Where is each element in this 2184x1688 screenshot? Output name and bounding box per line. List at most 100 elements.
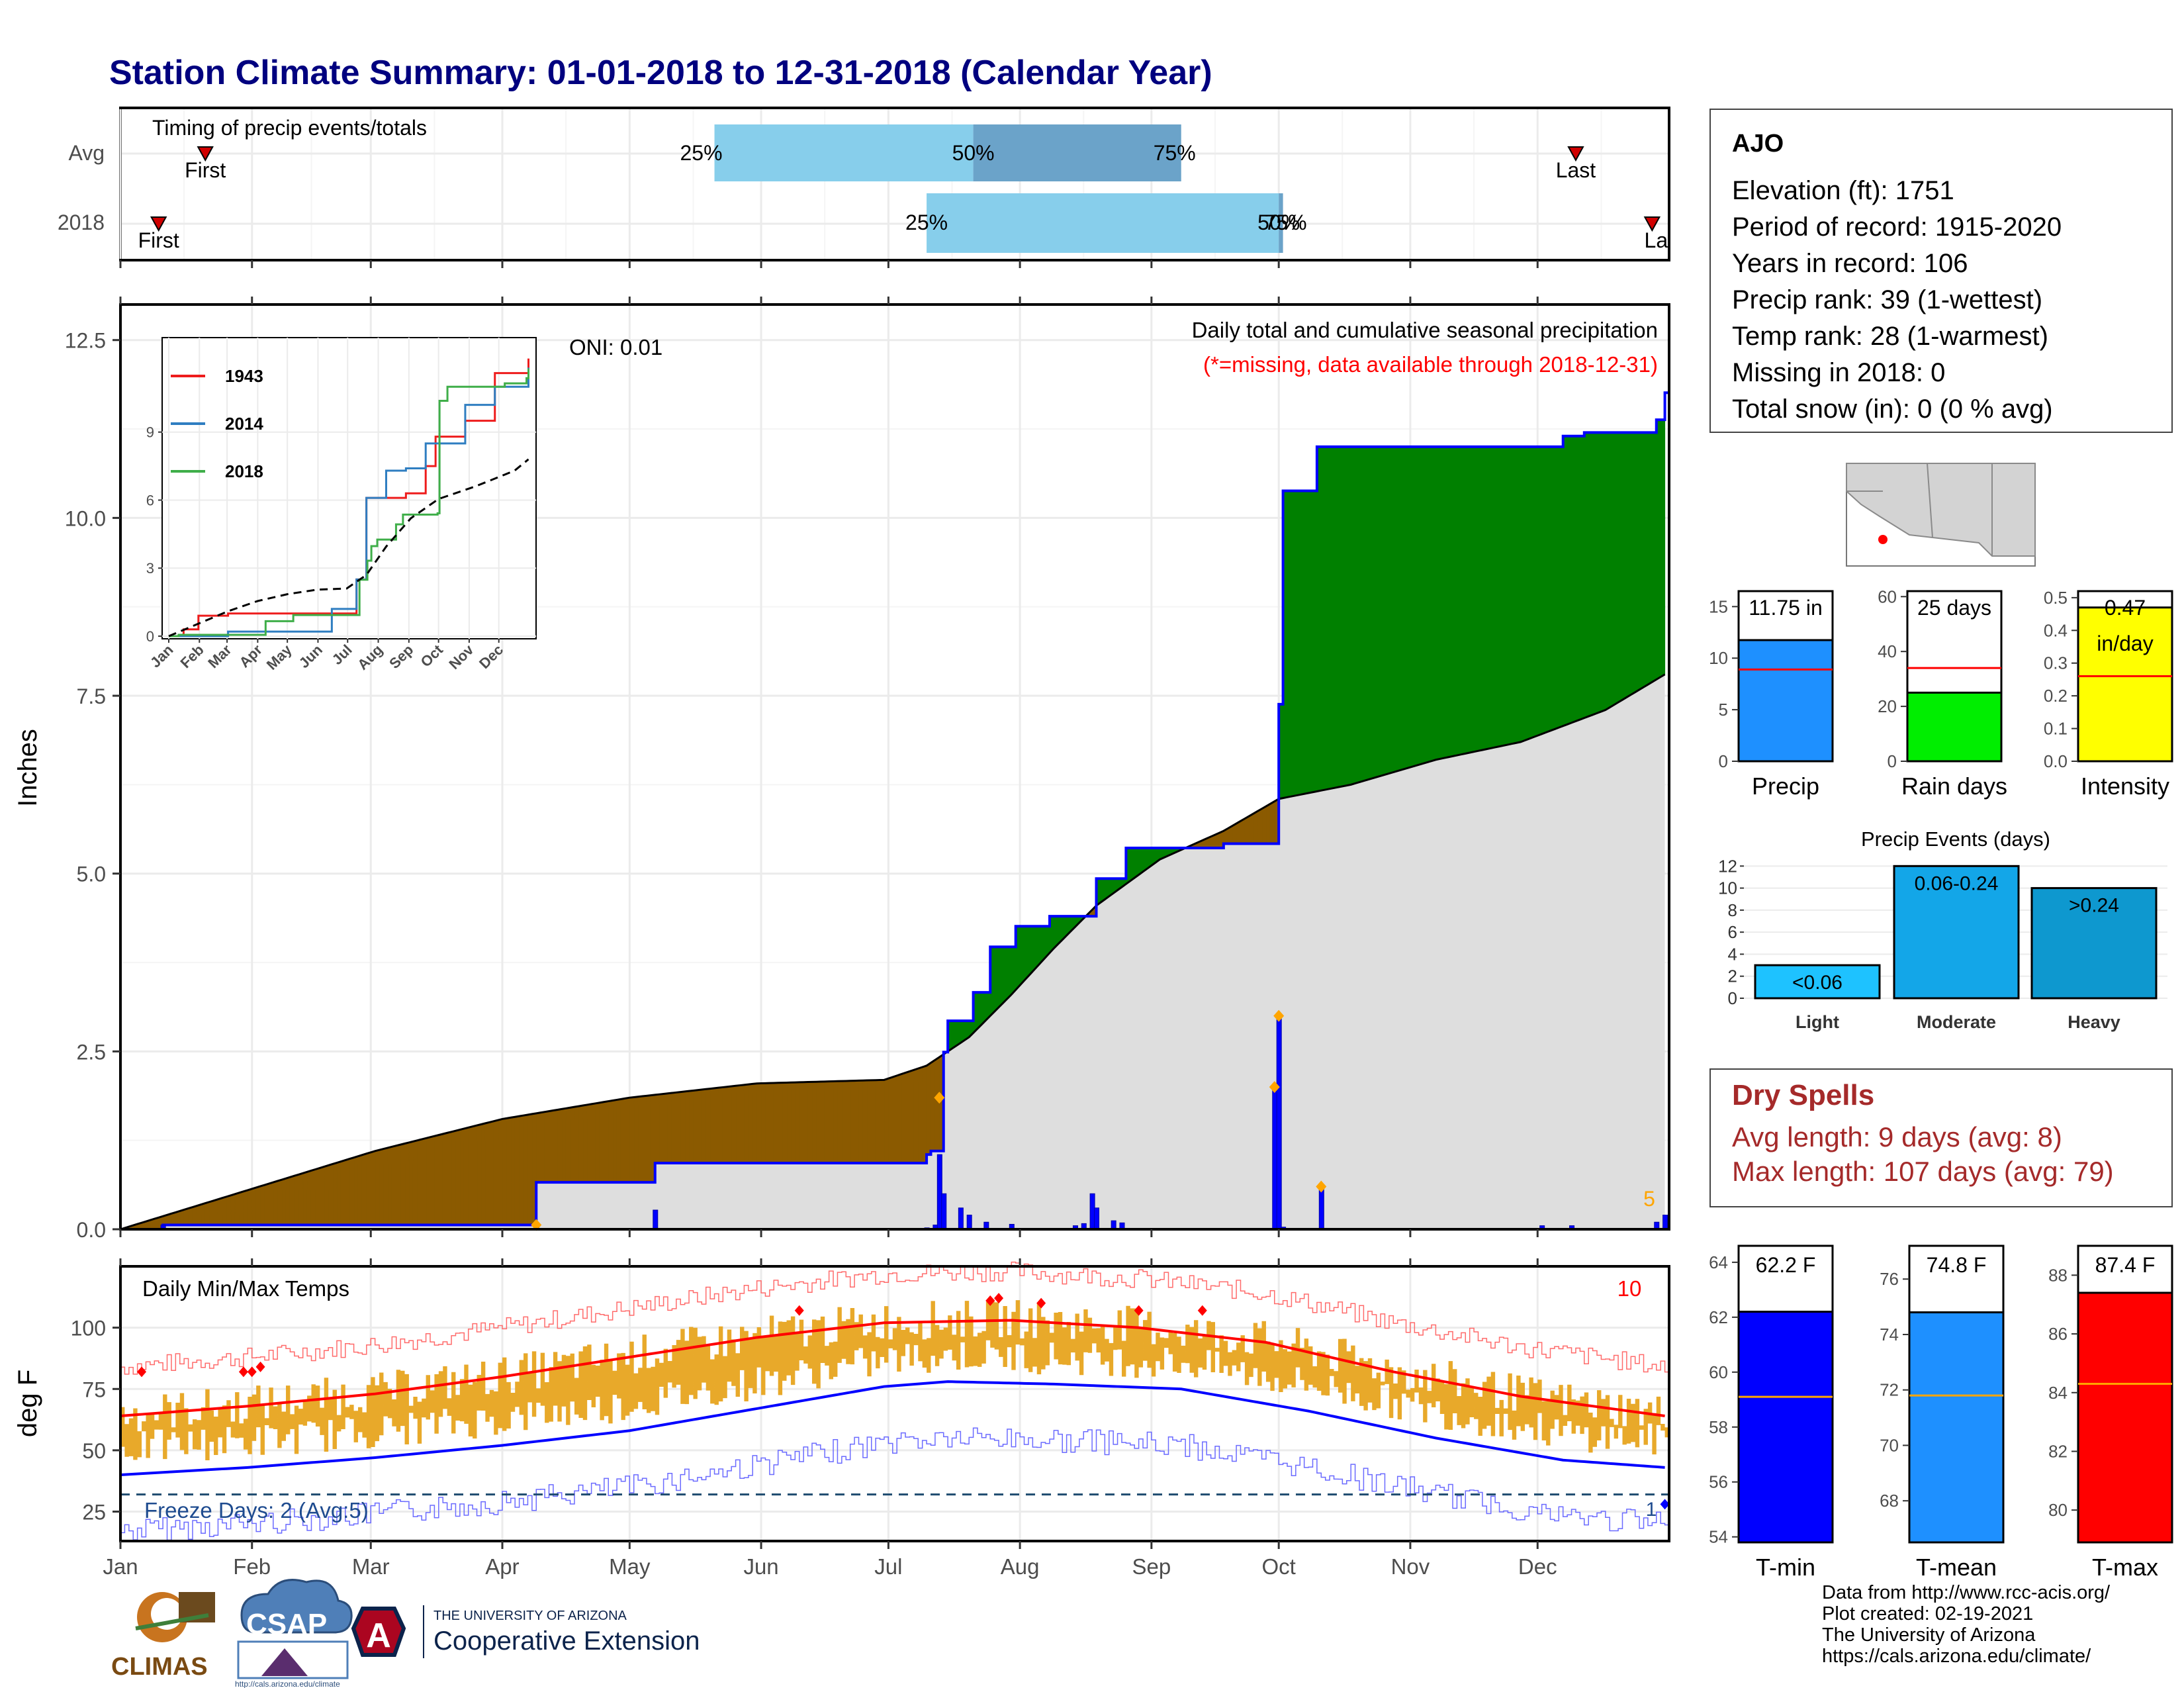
events-ytick-label: 6 bbox=[1728, 922, 1737, 942]
info-temp-rank: Temp rank: 28 (1-warmest) bbox=[1732, 322, 2048, 351]
info-precip-rank: Precip rank: 39 (1-wettest) bbox=[1732, 285, 2043, 314]
oni-label: ONI: 0.01 bbox=[569, 335, 662, 359]
svg-text:A: A bbox=[366, 1617, 391, 1655]
climas-logo-text: CLIMAS bbox=[111, 1653, 208, 1681]
inset-avg-line bbox=[168, 458, 529, 637]
event-marker bbox=[1316, 1180, 1327, 1193]
month-label: Mar bbox=[352, 1554, 390, 1579]
precip-ytick-label: 2.5 bbox=[77, 1040, 106, 1064]
record-marker bbox=[794, 1305, 804, 1316]
mini-bar-precip bbox=[1737, 639, 1834, 763]
mini-ytick-label: 15 bbox=[1709, 596, 1728, 616]
temp-label-tmean: T-mean bbox=[1916, 1554, 1997, 1581]
temp-label-tmax: T-max bbox=[2092, 1554, 2158, 1581]
station-marker bbox=[1878, 535, 1888, 544]
temp-ytick-label: 75 bbox=[82, 1378, 106, 1401]
mini-ytick-label: 0 bbox=[1888, 751, 1897, 771]
inset-ytick-label: 3 bbox=[146, 560, 154, 577]
temp-value-tmax: 87.4 F bbox=[2095, 1253, 2156, 1277]
mini-value-intensity: 0.47 bbox=[2105, 596, 2146, 620]
mini-label-precip: Precip bbox=[1752, 773, 1819, 800]
temp-bar-ytick-label: 74 bbox=[1880, 1325, 1899, 1344]
temp-bar-ytick-label: 68 bbox=[1880, 1491, 1899, 1511]
precip-ytick-label: 0.0 bbox=[77, 1218, 106, 1242]
mini-ytick-label: 0.1 bbox=[2044, 719, 2068, 739]
normal-max-line bbox=[120, 1319, 1665, 1418]
freeze-count: 1 bbox=[1646, 1499, 1657, 1521]
events-bar-label: 0.06-0.24 bbox=[1915, 872, 1999, 894]
timing-year-upper-bar bbox=[1279, 193, 1283, 253]
temp-bar-ytick-label: 72 bbox=[1880, 1380, 1899, 1400]
csap-logo: CSAP http://cals.arizona.edu/climate bbox=[235, 1579, 353, 1688]
precip-ytick-label: 12.5 bbox=[65, 329, 106, 353]
temp-bar-tmean bbox=[1908, 1311, 2005, 1544]
events-bar-label: <0.06 bbox=[1792, 972, 1843, 994]
climas-logo: CLIMAS bbox=[111, 1592, 215, 1681]
page-title: Station Climate Summary: 01-01-2018 to 1… bbox=[109, 54, 1212, 92]
temp-bar-ytick-label: 62 bbox=[1709, 1307, 1728, 1327]
info-years: Years in record: 106 bbox=[1732, 249, 1968, 278]
events-category-label: Light bbox=[1796, 1012, 1839, 1032]
timing-year-last-marker bbox=[1643, 216, 1661, 232]
month-label: May bbox=[609, 1554, 651, 1579]
timing-year-p50: 50% bbox=[1257, 211, 1300, 234]
record-marker bbox=[1197, 1305, 1207, 1316]
cumulative-precip-line bbox=[120, 391, 1669, 1231]
temp-bar-ytick-label: 84 bbox=[2048, 1383, 2068, 1403]
timing-avg-lower-bar bbox=[714, 124, 974, 181]
timing-year-first-marker bbox=[150, 216, 167, 232]
mini-value2-intensity: in/day bbox=[2097, 632, 2153, 655]
temp-value-tmean: 74.8 F bbox=[1927, 1253, 1987, 1277]
station-info-box: AJO Elevation (ft): 1751 Period of recor… bbox=[1709, 109, 2173, 433]
events-bar-light bbox=[1754, 964, 1881, 1000]
mini-label-raindays: Rain days bbox=[1901, 773, 2007, 800]
mini-bar-intensity bbox=[2077, 606, 2173, 763]
timing-avg-p25: 25% bbox=[680, 141, 723, 165]
temp-ytick-label: 25 bbox=[82, 1501, 106, 1524]
location-map bbox=[1846, 463, 2036, 567]
month-label: Nov bbox=[1391, 1554, 1430, 1579]
timing-avg-last-label: Last bbox=[1556, 158, 1596, 182]
daily-precip-bar bbox=[1662, 1215, 1668, 1230]
daily-precip-bar bbox=[1318, 1186, 1324, 1230]
month-label: Feb bbox=[233, 1554, 271, 1579]
temp-bar-ytick-label: 64 bbox=[1709, 1252, 1728, 1272]
record-marker bbox=[1134, 1305, 1144, 1316]
month-label: Jul bbox=[874, 1554, 902, 1579]
ua-logo-bottom: Cooperative Extension bbox=[433, 1626, 700, 1656]
events-ytick-label: 4 bbox=[1728, 944, 1737, 964]
timing-year-p25: 25% bbox=[905, 211, 948, 234]
timing-row-avg: Avg bbox=[68, 141, 105, 165]
precip-corner-count: 5 bbox=[1643, 1187, 1655, 1211]
month-label: Sep bbox=[1132, 1554, 1171, 1579]
temp-bar-ytick-label: 88 bbox=[2048, 1265, 2068, 1285]
info-period: Period of record: 1915-2020 bbox=[1732, 212, 2062, 242]
daily-precip-bar bbox=[1094, 1207, 1100, 1230]
dry-avg-length: Avg length: 9 days (avg: 8) bbox=[1732, 1121, 2062, 1152]
inset-legend-label: 2018 bbox=[225, 461, 263, 481]
temp-panel-label: Daily Min/Max Temps bbox=[142, 1276, 349, 1301]
timing-panel: Timing of precip events/totals Avg 2018 … bbox=[58, 107, 1670, 268]
mini-ytick-label: 0.0 bbox=[2044, 751, 2068, 771]
month-label: Jan bbox=[103, 1554, 138, 1579]
precip-panel: Daily total and cumulative seasonal prec… bbox=[13, 297, 1670, 1242]
precip-ytick-label: 10.0 bbox=[65, 506, 106, 530]
mini-ytick-label: 60 bbox=[1878, 586, 1897, 606]
precip-panel-subtitle: (*=missing, data available through 2018-… bbox=[1203, 352, 1658, 377]
record-marker bbox=[238, 1366, 248, 1378]
mini-ytick-label: 0 bbox=[1719, 751, 1728, 771]
precip-ytick-label: 7.5 bbox=[77, 684, 106, 708]
record-marker bbox=[985, 1295, 995, 1306]
ua-logo: A THE UNIVERSITY OF ARIZONA Cooperative … bbox=[351, 1605, 700, 1658]
events-title: Precip Events (days) bbox=[1861, 827, 2050, 851]
credit-source: Data from http://www.rcc-acis.org/ bbox=[1822, 1582, 2111, 1603]
timing-avg-last-marker bbox=[1567, 146, 1584, 162]
info-elevation: Elevation (ft): 1751 bbox=[1732, 176, 1954, 205]
temp-bar-tmin bbox=[1737, 1311, 1834, 1544]
mini-ytick-label: 10 bbox=[1709, 648, 1728, 668]
temp-label-tmin: T-min bbox=[1756, 1554, 1815, 1581]
credit-url: https://cals.arizona.edu/climate/ bbox=[1822, 1646, 2091, 1667]
temp-bar-ytick-label: 70 bbox=[1880, 1435, 1899, 1455]
info-snow: Total snow (in): 0 (0 % avg) bbox=[1732, 395, 2053, 424]
